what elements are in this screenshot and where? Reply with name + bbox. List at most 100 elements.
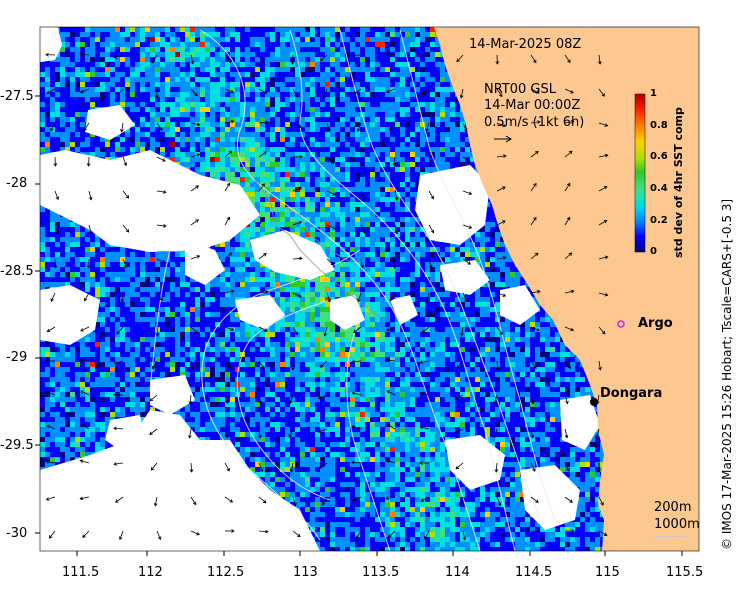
sst-pixel	[235, 27, 240, 32]
sst-pixel	[420, 102, 425, 107]
sst-pixel	[205, 67, 210, 72]
sst-pixel	[235, 82, 240, 87]
sst-pixel	[330, 52, 335, 57]
sst-pixel	[55, 227, 60, 232]
sst-pixel	[375, 107, 380, 112]
sst-pixel	[225, 37, 230, 42]
sst-pixel	[430, 37, 435, 42]
sst-pixel	[215, 127, 220, 132]
sst-pixel	[165, 112, 170, 117]
sst-pixel	[50, 232, 55, 237]
sst-pixel	[335, 162, 340, 167]
sst-pixel	[400, 92, 405, 97]
sst-pixel	[130, 52, 135, 57]
sst-pixel	[320, 232, 325, 237]
sst-pixel	[120, 47, 125, 52]
sst-pixel	[375, 167, 380, 172]
sst-pixel	[195, 72, 200, 77]
sst-pixel	[290, 212, 295, 217]
sst-pixel	[45, 102, 50, 107]
sst-pixel	[300, 157, 305, 162]
sst-pixel	[335, 167, 340, 172]
sst-pixel	[335, 72, 340, 77]
sst-pixel	[365, 92, 370, 97]
sst-pixel	[130, 32, 135, 37]
sst-pixel	[340, 42, 345, 47]
sst-pixel	[40, 227, 45, 232]
sst-pixel	[220, 57, 225, 62]
sst-pixel	[140, 27, 145, 32]
sst-pixel	[270, 137, 275, 142]
sst-pixel	[170, 87, 175, 92]
sst-pixel	[310, 117, 315, 122]
sst-pixel	[260, 212, 265, 217]
sst-pixel	[360, 57, 365, 62]
sst-pixel	[395, 187, 400, 192]
sst-pixel	[290, 227, 295, 232]
sst-pixel	[120, 132, 125, 137]
sst-pixel	[410, 122, 415, 127]
sst-pixel	[210, 57, 215, 62]
sst-pixel	[170, 42, 175, 47]
sst-pixel	[135, 27, 140, 32]
sst-pixel	[395, 192, 400, 197]
sst-pixel	[85, 47, 90, 52]
sst-pixel	[180, 42, 185, 47]
sst-pixel	[345, 152, 350, 157]
sst-pixel	[320, 142, 325, 147]
sst-pixel	[330, 162, 335, 167]
sst-pixel	[255, 137, 260, 142]
sst-pixel	[280, 107, 285, 112]
sst-pixel	[405, 237, 410, 242]
sst-pixel	[50, 132, 55, 137]
sst-pixel	[425, 87, 430, 92]
sst-pixel	[290, 87, 295, 92]
sst-pixel	[305, 72, 310, 77]
sst-pixel	[265, 132, 270, 137]
sst-pixel	[410, 182, 415, 187]
sst-pixel	[205, 162, 210, 167]
sst-pixel	[340, 232, 345, 237]
sst-pixel	[240, 32, 245, 37]
sst-pixel	[300, 117, 305, 122]
sst-pixel	[140, 137, 145, 142]
sst-pixel	[415, 112, 420, 117]
sst-pixel	[255, 207, 260, 212]
sst-pixel	[340, 162, 345, 167]
sst-pixel	[375, 192, 380, 197]
sst-pixel	[155, 72, 160, 77]
sst-pixel	[400, 187, 405, 192]
sst-pixel	[110, 152, 115, 157]
sst-pixel	[180, 112, 185, 117]
sst-pixel	[360, 87, 365, 92]
sst-pixel	[80, 47, 85, 52]
sst-pixel	[435, 122, 440, 127]
sst-pixel	[340, 107, 345, 112]
sst-pixel	[490, 227, 495, 232]
sst-pixel	[260, 127, 265, 132]
sst-pixel	[305, 182, 310, 187]
sst-pixel	[280, 102, 285, 107]
sst-pixel	[135, 127, 140, 132]
sst-pixel	[165, 92, 170, 97]
sst-pixel	[270, 132, 275, 137]
sst-pixel	[75, 72, 80, 77]
sst-pixel	[270, 77, 275, 82]
sst-pixel	[410, 102, 415, 107]
sst-pixel	[350, 192, 355, 197]
sst-pixel	[255, 222, 260, 227]
sst-pixel	[330, 237, 335, 242]
sst-pixel	[400, 217, 405, 222]
sst-pixel	[280, 57, 285, 62]
sst-pixel	[425, 82, 430, 87]
sst-pixel	[140, 127, 145, 132]
sst-pixel	[50, 227, 55, 232]
sst-pixel	[280, 122, 285, 127]
sst-pixel	[445, 102, 450, 107]
sst-pixel	[350, 102, 355, 107]
sst-pixel	[160, 107, 165, 112]
sst-pixel	[290, 217, 295, 222]
sst-pixel	[255, 147, 260, 152]
sst-pixel	[320, 92, 325, 97]
sst-pixel	[75, 107, 80, 112]
